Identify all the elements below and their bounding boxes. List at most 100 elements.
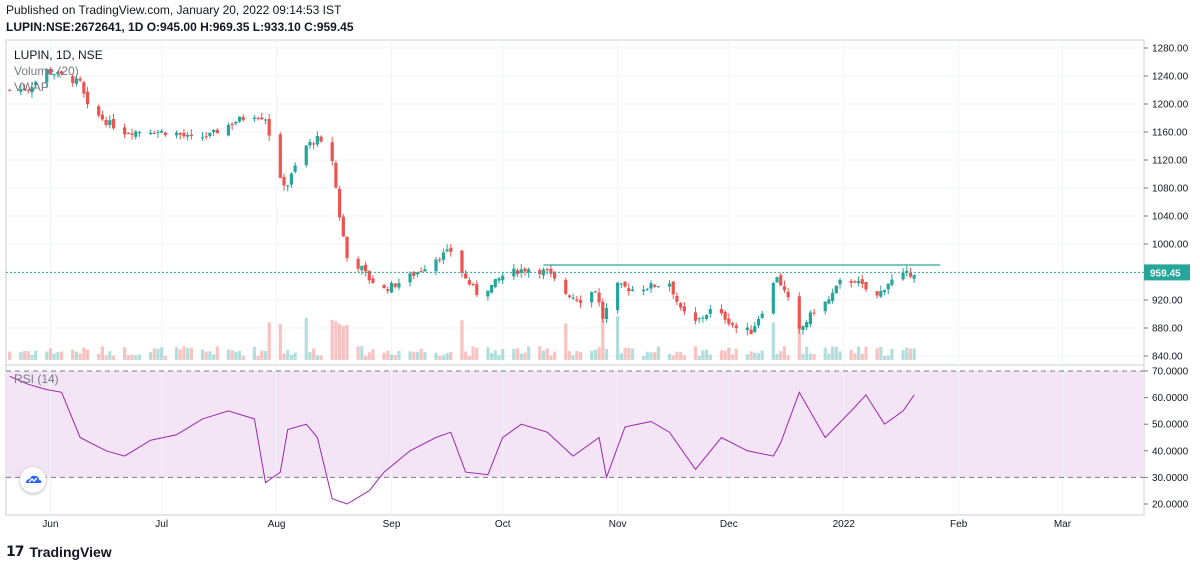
volume-bar [267, 322, 271, 360]
volume-bar [475, 347, 479, 360]
candle-body [564, 279, 568, 294]
volume-bar [123, 347, 127, 360]
rsi-series [9, 375, 915, 505]
volume-bar [356, 346, 360, 360]
volume-bar [445, 352, 449, 360]
candle-body [60, 71, 64, 75]
candle-body [304, 145, 308, 166]
volume-bar [523, 352, 527, 360]
y-tick-label: 1200.00 [1152, 100, 1189, 111]
volume-bar [22, 351, 27, 360]
volume-bar [45, 351, 49, 360]
volume-bar [890, 348, 894, 360]
volume-bar [282, 353, 286, 360]
volume-bar [330, 319, 334, 360]
candle-body [371, 278, 375, 284]
x-tick-label: Aug [268, 519, 286, 530]
volume-bar [827, 353, 831, 360]
candle-body [111, 118, 116, 129]
y-tick-label: 1040.00 [1152, 212, 1189, 223]
volume-bar [901, 350, 905, 360]
candle-body [338, 188, 342, 218]
candle-body [827, 299, 831, 304]
candle-body [211, 129, 216, 133]
volume-bar [278, 323, 282, 360]
candle-body [152, 133, 156, 135]
candle-body [760, 313, 764, 318]
candle-body [234, 121, 238, 124]
price-pane[interactable] [5, 39, 1145, 366]
volume-bar [237, 351, 242, 360]
volume-bar [189, 347, 193, 360]
candle-body [775, 277, 779, 283]
volume-bar [174, 346, 179, 360]
candle-body [693, 312, 698, 321]
tradingview-badge-icon[interactable] [20, 467, 46, 493]
candle-body [734, 325, 738, 329]
candle-body [601, 301, 605, 319]
candle-body [475, 284, 479, 295]
candle-body [501, 275, 505, 281]
x-tick-label: 2022 [833, 519, 856, 530]
candle-body [771, 283, 775, 314]
candle-body [616, 282, 620, 311]
grid-lines [6, 40, 1144, 515]
candle-body [623, 281, 627, 287]
candle-body [382, 285, 386, 289]
footer-brand[interactable]: 17 TradingView [6, 544, 112, 560]
volume-bar [204, 351, 208, 360]
volume-bar [575, 350, 579, 360]
volume-bar [882, 355, 887, 360]
volume-bar [260, 350, 264, 360]
candle-body [730, 323, 735, 326]
candle-body [679, 303, 683, 308]
candle-body [45, 69, 49, 83]
volume-bar [345, 325, 349, 360]
volume-bar [464, 351, 468, 360]
legend-rsi: RSI (14) [14, 372, 59, 386]
candle-body [108, 120, 112, 126]
candle-body [805, 322, 809, 328]
candle-body [493, 279, 497, 287]
volume-bar [467, 355, 471, 360]
volume-bar [619, 353, 623, 360]
y-tick-label: 1280.00 [1152, 44, 1189, 55]
volume-bar [386, 350, 390, 360]
volume-bar [823, 347, 827, 360]
candle-body [849, 281, 853, 283]
volume-bar [549, 355, 553, 360]
volume-bar [567, 351, 572, 360]
candle-body [241, 117, 245, 120]
volume-bar [493, 350, 497, 360]
volume-bar [879, 346, 883, 360]
candle-body [308, 141, 312, 146]
volume-bar [134, 355, 138, 360]
candle-body [186, 134, 190, 137]
volume-bar [616, 316, 620, 360]
y-tick-label: 880.00 [1152, 324, 1183, 335]
volume-bar [341, 325, 345, 360]
candle-body [8, 89, 12, 91]
volume-bar [160, 347, 164, 360]
candle-body [512, 268, 516, 277]
candle-body [85, 91, 90, 105]
volume-bar [756, 353, 761, 360]
candle-body [808, 312, 812, 325]
candle-body [252, 117, 256, 119]
volume-bar [438, 355, 442, 360]
volume-bar [486, 347, 490, 360]
candle-body [756, 318, 761, 326]
candle-body [823, 301, 827, 312]
y-tick-label: 1080.00 [1152, 184, 1189, 195]
volume-bar [48, 348, 53, 360]
volume-bar [786, 355, 790, 360]
candle-body [208, 132, 212, 137]
candle-body [701, 317, 705, 319]
volume-bar [338, 323, 342, 360]
volume-bar [152, 348, 156, 360]
ohlc-summary: LUPIN:NSE:2672641, 1D O:945.00 H:969.35 … [6, 20, 354, 34]
volume-bar [801, 353, 805, 360]
candle-body [527, 269, 531, 273]
volume-bar [241, 355, 245, 360]
